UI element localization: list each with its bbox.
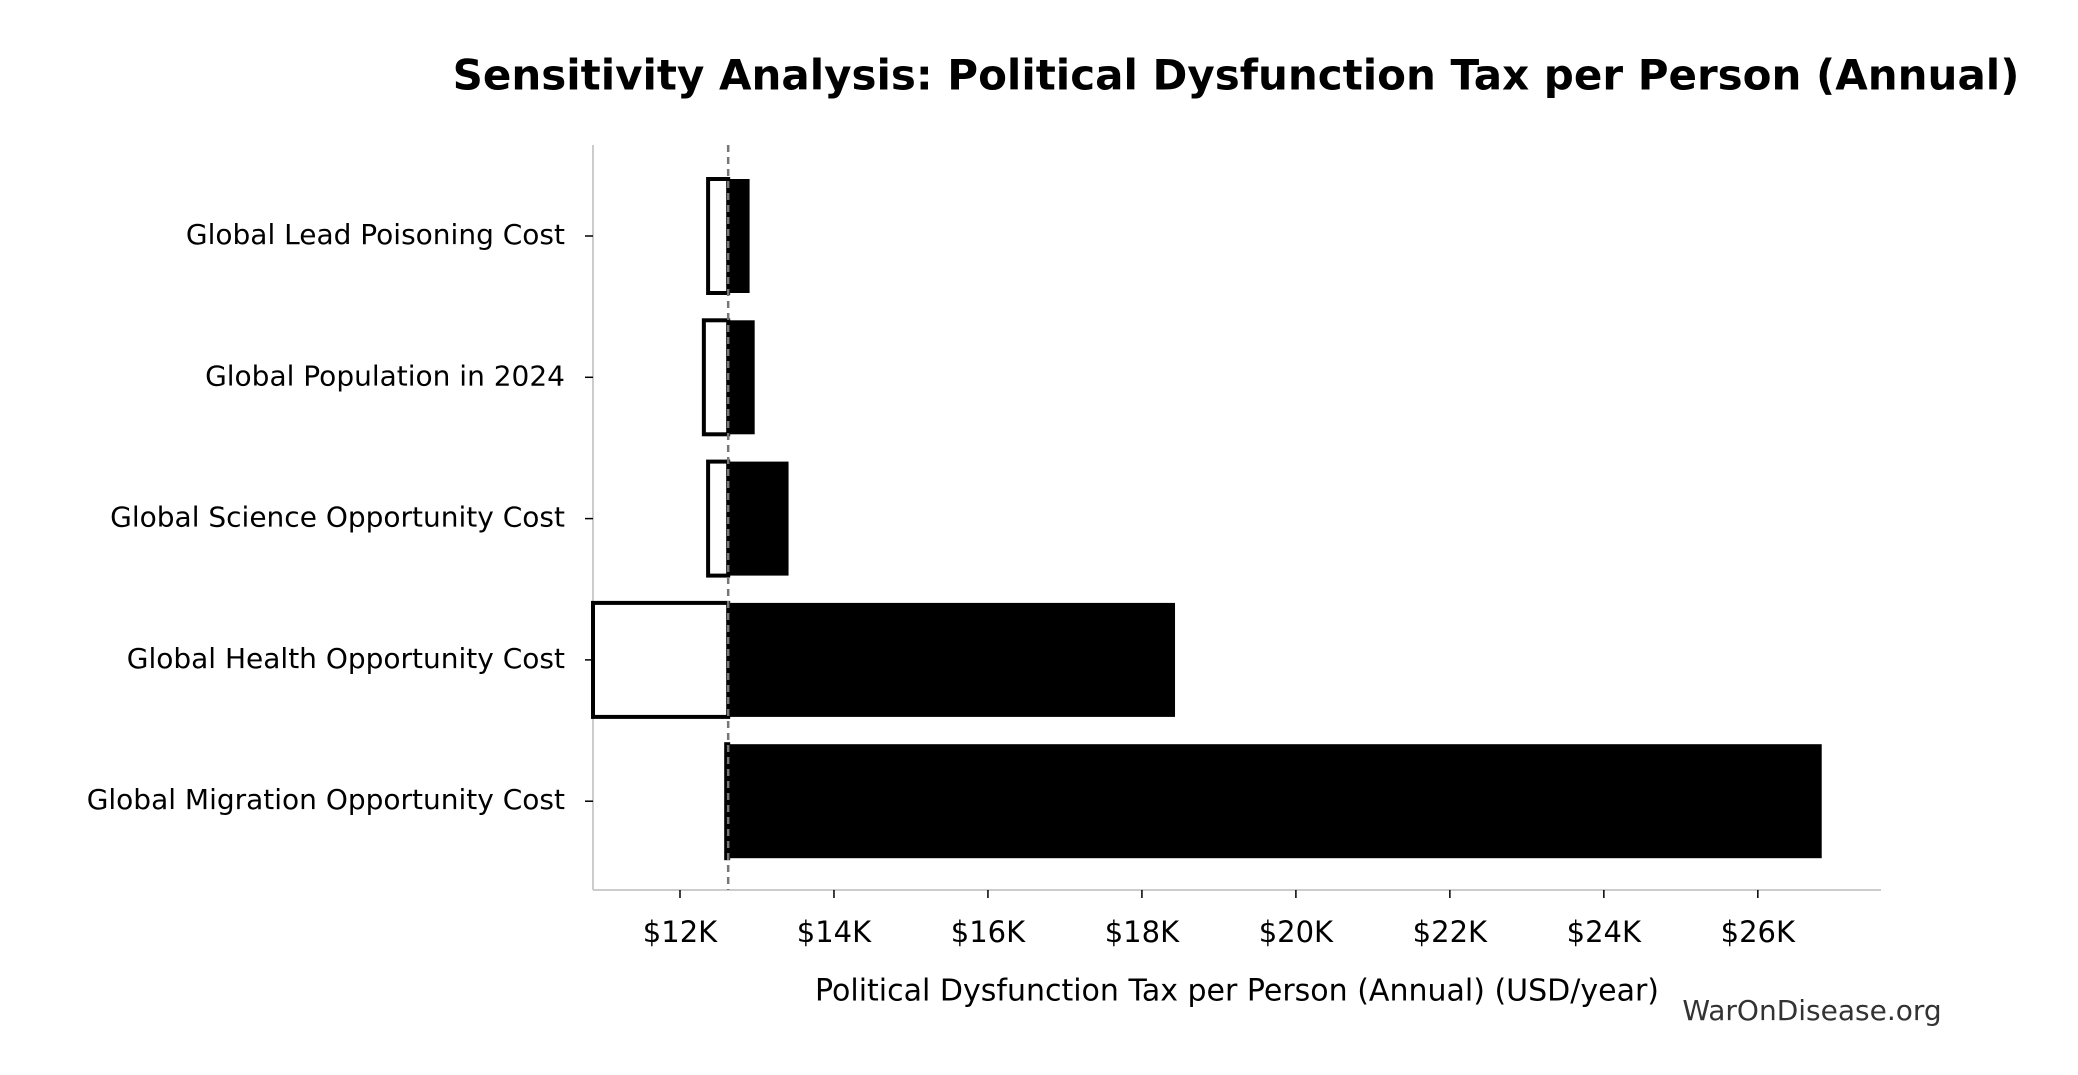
x-tick-label: $18K [1105, 915, 1180, 949]
x-tick-label: $24K [1567, 915, 1642, 949]
y-tick-label: Global Lead Poisoning Cost [186, 218, 565, 251]
high-bar [728, 461, 789, 576]
x-tick-label: $14K [797, 915, 872, 949]
high-bar [728, 602, 1176, 717]
low-bar [706, 177, 731, 295]
x-axis-label: Political Dysfunction Tax per Person (An… [815, 974, 1659, 1009]
high-bar [728, 320, 755, 435]
x-tick-label: $12K [643, 915, 718, 949]
x-tick-label: $20K [1259, 915, 1334, 949]
x-tick-label: $16K [951, 915, 1026, 949]
watermark: WarOnDisease.org [1682, 994, 1941, 1027]
low-bar [591, 600, 731, 719]
y-tick-label: Global Science Opportunity Cost [110, 501, 565, 534]
y-tick-label: Global Population in 2024 [205, 359, 565, 392]
high-bar [728, 179, 750, 293]
y-tick-label: Global Migration Opportunity Cost [87, 783, 565, 816]
low-bar [701, 318, 731, 437]
x-tick-label: $26K [1721, 915, 1796, 949]
chart-title: Sensitivity Analysis: Political Dysfunct… [453, 51, 2020, 100]
x-tick-label: $22K [1413, 915, 1488, 949]
low-bar [706, 459, 731, 578]
y-tick-label: Global Health Opportunity Cost [127, 642, 565, 675]
high-bar [728, 744, 1822, 859]
